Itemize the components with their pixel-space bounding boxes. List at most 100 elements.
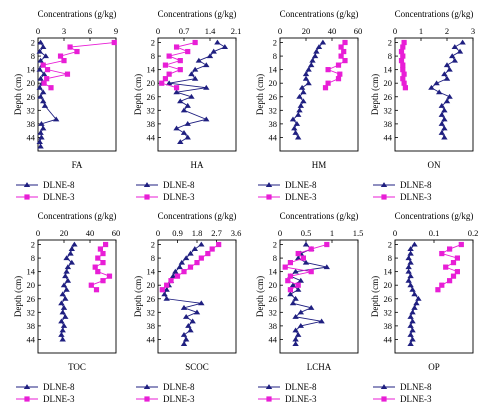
y-tick-label: 20 — [27, 280, 36, 290]
data-point-triangle — [443, 98, 451, 104]
data-point-triangle — [287, 291, 294, 297]
data-point-triangle — [37, 57, 44, 63]
data-point-triangle — [323, 264, 330, 270]
legend-triangle-icon — [143, 384, 151, 390]
data-point-triangle — [407, 273, 414, 279]
data-point-triangle — [40, 71, 48, 77]
data-point-square — [400, 76, 406, 82]
legend-triangle-icon — [23, 384, 31, 390]
x-axis-label: Concentrations (g/kg) — [158, 211, 237, 221]
plot-frame — [279, 37, 359, 152]
y-tick-label: 32 — [147, 105, 156, 115]
y-tick-label: 2 — [388, 240, 392, 250]
subplot-title: LCHA — [307, 362, 332, 372]
data-point-triangle — [37, 93, 44, 99]
x-tick-label: 40 — [328, 26, 337, 36]
y-tick-label: 26 — [27, 92, 36, 102]
data-point-square — [447, 246, 453, 252]
data-point-triangle — [62, 273, 69, 279]
data-point-triangle — [297, 102, 304, 108]
data-point-square — [287, 287, 293, 293]
data-point-square — [95, 269, 101, 275]
x-tick-label: 20 — [302, 26, 311, 36]
data-point-triangle — [438, 130, 445, 135]
data-point-triangle — [161, 291, 168, 297]
data-point-square — [322, 85, 329, 91]
data-point-square — [308, 269, 314, 275]
legend-label-dlne-8: DLNE-8 — [285, 180, 317, 190]
data-point-triangle — [407, 313, 414, 319]
data-point-square — [64, 71, 71, 77]
legend-triangle-icon — [265, 182, 273, 188]
data-point-square — [341, 48, 347, 55]
series-line-dlne-8 — [169, 42, 226, 143]
data-point-square — [100, 260, 106, 266]
data-point-triangle — [292, 130, 299, 135]
data-point-square — [400, 62, 406, 68]
y-tick-label: 2 — [273, 240, 277, 250]
data-point-triangle — [415, 295, 422, 301]
y-tick-label: 26 — [147, 294, 156, 304]
x-tick-label: 6 — [88, 26, 92, 36]
data-point-triangle — [289, 300, 297, 306]
x-tick-label: 1.4 — [205, 26, 216, 36]
data-point-triangle — [428, 84, 435, 90]
data-point-triangle — [63, 255, 70, 261]
data-point-triangle — [173, 125, 180, 131]
data-point-triangle — [172, 268, 179, 274]
y-tick-label: 44 — [269, 334, 278, 344]
legend: DLNE-8 DLNE-3 — [16, 382, 75, 403]
data-point-triangle — [177, 139, 184, 144]
data-point-triangle — [298, 84, 306, 90]
data-point-square — [450, 273, 457, 279]
data-point-square — [454, 255, 460, 261]
y-tick-label: 32 — [27, 307, 36, 317]
y-tick-label: 20 — [27, 78, 36, 88]
y-tick-label: 38 — [27, 119, 36, 129]
x-tick-label: 3 — [62, 26, 66, 36]
data-point-triangle — [67, 250, 74, 256]
data-point-triangle — [289, 282, 297, 288]
y-axis-label: Depth (cm) — [13, 74, 23, 115]
data-point-triangle — [163, 295, 170, 301]
data-point-square — [97, 246, 103, 252]
data-point-triangle — [40, 44, 47, 50]
y-tick-label: 20 — [269, 280, 278, 290]
y-tick-label: 44 — [269, 132, 278, 142]
data-point-triangle — [198, 300, 205, 306]
y-tick-label: 14 — [269, 65, 278, 75]
data-point-square — [187, 264, 194, 270]
data-point-triangle — [176, 264, 183, 270]
data-point-square — [443, 264, 449, 270]
legend-label-dlne-3: DLNE-3 — [43, 394, 75, 403]
data-point-triangle — [221, 44, 229, 50]
data-point-triangle — [182, 336, 190, 342]
y-axis-label: Depth (cm) — [255, 276, 265, 317]
x-tick-label: 0 — [36, 228, 40, 238]
y-tick-label: 44 — [27, 132, 36, 142]
legend: DLNE-8 DLNE-3 — [373, 382, 432, 403]
data-point-triangle — [193, 309, 201, 315]
data-point-square — [338, 44, 344, 50]
data-point-square — [325, 67, 331, 73]
data-point-triangle — [443, 75, 451, 81]
data-point-square — [209, 246, 215, 252]
data-point-triangle — [446, 66, 453, 72]
x-axis-label: Concentrations (g/kg) — [280, 9, 359, 19]
data-point-square — [74, 48, 80, 55]
data-point-triangle — [292, 341, 299, 346]
data-point-triangle — [53, 116, 60, 122]
y-tick-label: 38 — [147, 119, 156, 129]
data-point-square — [324, 241, 330, 248]
y-axis-label: Depth (cm) — [370, 74, 380, 115]
data-point-triangle — [38, 134, 45, 140]
y-tick-label: 38 — [27, 321, 36, 331]
data-point-triangle — [407, 323, 414, 328]
subplot-fa: Concentrations (g/kg) 0 3 6 9 2 8 14 20 26 32 38 44 D… — [13, 9, 118, 202]
data-point-triangle — [58, 300, 65, 306]
legend-label-dlne-8: DLNE-8 — [43, 180, 75, 190]
data-point-square — [48, 85, 54, 91]
data-point-square — [398, 48, 405, 55]
data-point-triangle — [37, 39, 44, 45]
